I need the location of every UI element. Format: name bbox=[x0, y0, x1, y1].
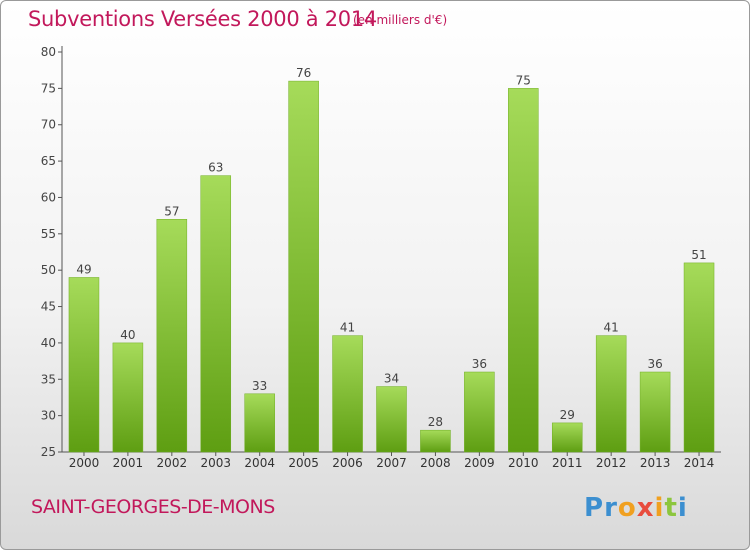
y-tick-label: 45 bbox=[41, 300, 56, 314]
value-label-2006: 41 bbox=[340, 321, 355, 335]
x-tick-label-2005: 2005 bbox=[288, 456, 319, 470]
x-tick-label-2012: 2012 bbox=[596, 456, 627, 470]
bar-2005 bbox=[288, 80, 319, 453]
bar-2006 bbox=[332, 335, 363, 453]
value-label-2000: 49 bbox=[76, 262, 91, 276]
bar-2009 bbox=[464, 371, 495, 453]
y-tick-label: 40 bbox=[41, 336, 56, 350]
bar-2002 bbox=[156, 219, 188, 453]
x-tick-label-2009: 2009 bbox=[464, 456, 495, 470]
x-tick-label-2011: 2011 bbox=[552, 456, 583, 470]
proxiti-logo: Proxiti bbox=[584, 493, 688, 523]
x-tick-label-2007: 2007 bbox=[376, 456, 407, 470]
commune-name: SAINT-GEORGES-DE-MONS bbox=[31, 496, 275, 518]
bars bbox=[68, 80, 715, 453]
value-label-2011: 29 bbox=[560, 408, 575, 422]
y-tick-label: 30 bbox=[41, 409, 56, 423]
x-tick-label-2013: 2013 bbox=[640, 456, 671, 470]
y-tick-label: 80 bbox=[41, 45, 56, 59]
bar-2007 bbox=[376, 386, 407, 453]
bar-2010 bbox=[508, 88, 539, 453]
bar-2004 bbox=[244, 393, 275, 453]
bar-2013 bbox=[639, 371, 671, 453]
bar-2014 bbox=[683, 262, 715, 453]
y-tick-label: 65 bbox=[41, 154, 56, 168]
x-tick-label-2014: 2014 bbox=[684, 456, 715, 470]
value-label-2008: 28 bbox=[428, 415, 443, 429]
x-tick-label-2002: 2002 bbox=[157, 456, 188, 470]
bar-2001 bbox=[112, 342, 144, 453]
value-label-2010: 75 bbox=[516, 73, 531, 87]
value-label-2004: 33 bbox=[252, 379, 267, 393]
value-labels: 49 40 57 63 33 76 41 34 28 36 75 29 41 36 51 bbox=[76, 66, 706, 429]
chart-subtitle: (en milliers d'€) bbox=[353, 13, 448, 27]
x-tick-label-2004: 2004 bbox=[244, 456, 275, 470]
y-tick-label: 35 bbox=[41, 372, 56, 386]
bar-2008 bbox=[420, 429, 451, 453]
y-tick-label: 25 bbox=[41, 445, 56, 459]
chart-title: Subventions Versées 2000 à 2014 bbox=[28, 7, 377, 31]
value-label-2012: 41 bbox=[604, 321, 619, 335]
value-label-2002: 57 bbox=[164, 204, 179, 218]
x-tick-label-2006: 2006 bbox=[332, 456, 363, 470]
y-tick-label: 55 bbox=[41, 227, 56, 241]
x-tick-label-2003: 2003 bbox=[200, 456, 231, 470]
x-tick-label-2001: 2001 bbox=[113, 456, 144, 470]
bar-2011 bbox=[551, 422, 583, 453]
y-tick-label: 70 bbox=[41, 118, 56, 132]
value-label-2005: 76 bbox=[296, 66, 311, 80]
x-tick-label-2000: 2000 bbox=[69, 456, 100, 470]
value-label-2003: 63 bbox=[208, 161, 223, 175]
value-label-2007: 34 bbox=[384, 372, 399, 386]
y-tick-label: 75 bbox=[41, 81, 56, 95]
value-label-2013: 36 bbox=[647, 357, 662, 371]
value-label-2014: 51 bbox=[691, 248, 706, 262]
x-tick-label-2010: 2010 bbox=[508, 456, 539, 470]
bar-2012 bbox=[595, 335, 627, 453]
value-label-2009: 36 bbox=[472, 357, 487, 371]
y-tick-label: 60 bbox=[41, 190, 56, 204]
bar-2000 bbox=[68, 277, 100, 453]
y-tick-label: 50 bbox=[41, 263, 56, 277]
y-tick-labels: 25 30 35 40 45 50 55 60 65 70 75 80 bbox=[41, 45, 56, 459]
value-label-2001: 40 bbox=[120, 328, 135, 342]
x-tick-label-2008: 2008 bbox=[420, 456, 451, 470]
x-tick-labels: 2000 2001 2002 2003 2004 2005 2006 2007 2008 2009… bbox=[69, 456, 715, 470]
svg-text:Proxiti: Proxiti bbox=[584, 493, 688, 523]
bar-2003 bbox=[200, 175, 232, 453]
